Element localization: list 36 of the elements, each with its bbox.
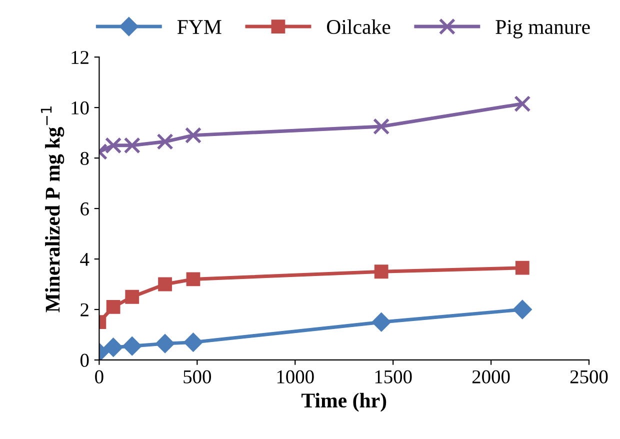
y-axis-title: Mineralized P mg kg$^{−1}$ (40, 106, 64, 312)
x-tick-label: 1000 (277, 370, 314, 384)
point (158, 277, 172, 292)
point (374, 264, 388, 279)
point (372, 118, 390, 135)
y-tick-label: 4 (80, 252, 90, 266)
legend-label: Pig manure (496, 20, 590, 38)
y-tick-label: 8 (80, 152, 89, 165)
x-tick-label: 2000 (472, 370, 510, 384)
y-tick-label: 2 (80, 303, 88, 316)
point (125, 290, 140, 304)
point (104, 338, 123, 357)
point (124, 137, 140, 154)
point (184, 332, 203, 352)
point (122, 336, 142, 356)
legend-label: Oilcake (326, 19, 390, 34)
point (156, 133, 174, 150)
point (104, 137, 122, 154)
x-tick-label: 2500 (570, 370, 608, 384)
point (155, 334, 175, 354)
point (186, 272, 200, 286)
x-tick-label: 500 (184, 370, 211, 384)
point (106, 300, 120, 314)
x-tick-label: 0 (95, 370, 104, 384)
y-tick-label: 0 (80, 354, 89, 367)
x-tick-label: 1500 (375, 370, 412, 384)
point (184, 126, 202, 144)
y-tick-label: 10 (72, 101, 89, 114)
point (512, 300, 532, 320)
legend-label: FYM (177, 20, 222, 34)
point (514, 95, 531, 112)
y-tick-label: 6 (80, 202, 89, 216)
y-tick-label: 12 (72, 50, 88, 64)
point (515, 260, 530, 275)
x-axis-title: Time (hr) (302, 392, 386, 412)
point (372, 312, 391, 332)
